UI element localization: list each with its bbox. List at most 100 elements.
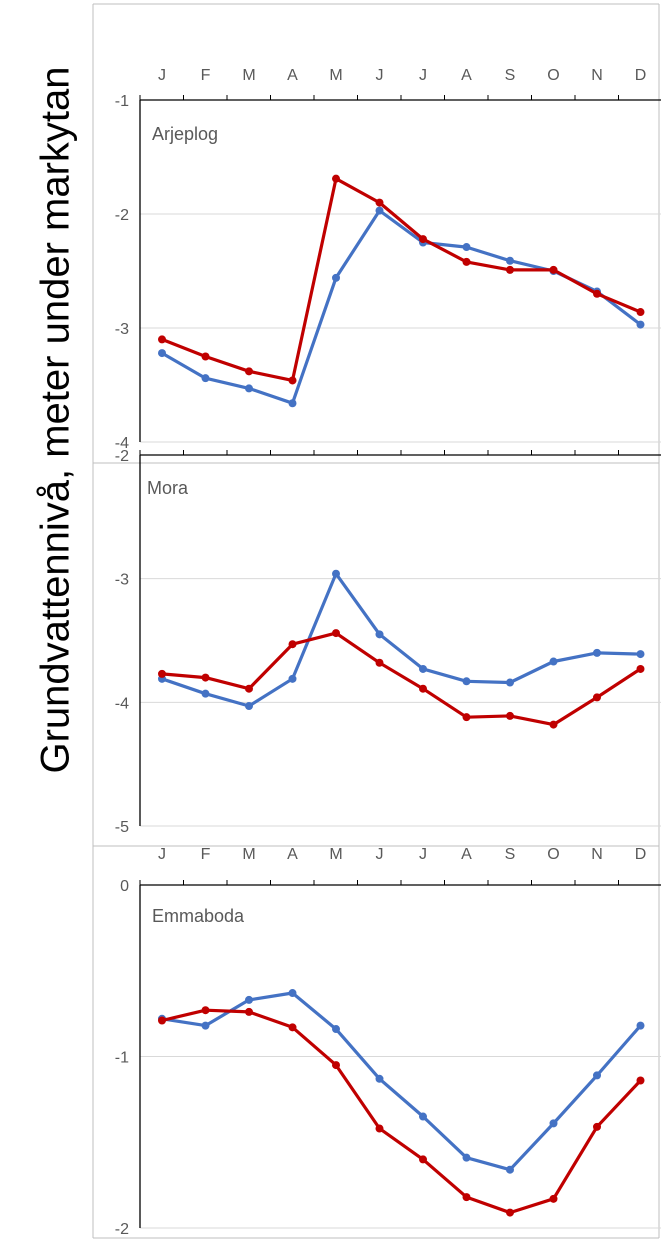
data-point	[375, 630, 384, 639]
data-point	[636, 1076, 645, 1085]
data-point	[288, 989, 297, 998]
x-tick-label: M	[242, 67, 255, 84]
data-point	[288, 376, 297, 385]
y-tick-label: 0	[120, 878, 129, 895]
x-tick-label: D	[635, 846, 647, 863]
data-point	[201, 673, 210, 682]
x-tick-label: F	[201, 846, 211, 863]
x-tick-label: M	[329, 846, 342, 863]
panel-1: -1 -2 -3 -4 J F M A M J J A S O N D Arjeplog	[93, 67, 661, 464]
series-line-red	[161, 1008, 642, 1215]
x-tick-label: J	[376, 67, 384, 84]
series-line-blue	[161, 572, 641, 708]
data-point	[549, 720, 558, 729]
data-point	[419, 664, 427, 673]
series-line-red	[161, 177, 642, 382]
data-point	[332, 629, 340, 638]
data-point	[593, 1071, 601, 1080]
y-tick-label: -4	[115, 435, 129, 452]
data-point	[549, 265, 558, 274]
y-tick-label: -4	[115, 695, 129, 712]
x-tick-label: A	[287, 846, 298, 863]
y-tick-label: -1	[115, 1050, 129, 1067]
data-point	[593, 289, 601, 298]
x-tick-label: O	[547, 846, 559, 863]
y-tick-label: -3	[115, 572, 129, 589]
data-point	[245, 684, 253, 693]
data-point	[201, 1006, 210, 1015]
data-point	[636, 320, 645, 329]
data-point	[245, 702, 253, 711]
y-tick-label: -5	[115, 819, 129, 836]
data-point	[506, 265, 514, 274]
panel-title: Emmaboda	[152, 906, 245, 926]
x-tick-label: J	[158, 846, 166, 863]
data-point	[288, 640, 297, 649]
data-point	[375, 198, 384, 207]
y-tick-label: -2	[115, 448, 129, 465]
data-point	[506, 678, 514, 687]
x-tick-label: F	[201, 67, 211, 84]
data-point	[636, 650, 645, 659]
data-point	[636, 308, 645, 317]
data-point	[462, 677, 471, 686]
y-tick-label: -1	[115, 93, 129, 110]
data-point	[462, 243, 471, 252]
data-point	[332, 174, 340, 183]
data-point	[245, 384, 253, 393]
data-point	[332, 569, 340, 578]
series-line-blue	[161, 209, 642, 405]
data-point	[375, 1074, 384, 1083]
panel-3: 0 -1 -2 J F M A M J J A S O N D Emmaboda	[115, 846, 661, 1238]
data-point	[332, 1025, 340, 1034]
data-point	[288, 399, 297, 408]
data-point	[201, 1021, 210, 1030]
panel-title: Arjeplog	[152, 124, 218, 144]
data-point	[332, 1061, 340, 1070]
data-point	[201, 352, 210, 361]
data-point	[245, 1007, 253, 1016]
data-point	[419, 1112, 427, 1121]
data-point	[462, 257, 471, 266]
x-tick-label: D	[635, 67, 647, 84]
data-point	[419, 1155, 427, 1164]
x-tick-label: J	[158, 67, 166, 84]
data-point	[593, 648, 601, 657]
x-tick-label: S	[505, 67, 516, 84]
data-point	[593, 1122, 601, 1131]
data-point	[419, 235, 427, 244]
data-point	[506, 1208, 514, 1217]
x-tick-label: A	[461, 846, 472, 863]
data-point	[245, 367, 253, 376]
data-point	[419, 684, 427, 693]
series-line-blue	[161, 991, 642, 1172]
series-line-red	[161, 631, 642, 727]
data-point	[201, 689, 210, 698]
x-tick-label: A	[461, 67, 472, 84]
x-tick-label: J	[419, 846, 427, 863]
data-point	[636, 664, 645, 673]
data-point	[375, 658, 384, 667]
x-tick-label: O	[547, 67, 559, 84]
data-point	[201, 374, 210, 383]
y-axis-label: Grundvattennivå, meter under markytan	[33, 66, 78, 774]
y-tick-label: -2	[115, 1221, 129, 1238]
data-point	[593, 693, 601, 702]
data-point	[288, 1023, 297, 1032]
data-point	[549, 1119, 558, 1128]
data-point	[375, 206, 384, 215]
data-point	[288, 674, 297, 683]
data-point	[549, 657, 558, 666]
data-point	[462, 1193, 471, 1202]
x-tick-label: A	[287, 67, 298, 84]
y-tick-label: -3	[115, 321, 129, 338]
x-tick-label: M	[242, 846, 255, 863]
data-point	[158, 1016, 166, 1025]
data-point	[506, 256, 514, 265]
data-point	[506, 1165, 514, 1174]
data-point	[158, 349, 166, 358]
panel-2: -2 -3 -4 -5 Mora	[93, 448, 661, 847]
data-point	[462, 713, 471, 722]
data-point	[158, 335, 166, 344]
